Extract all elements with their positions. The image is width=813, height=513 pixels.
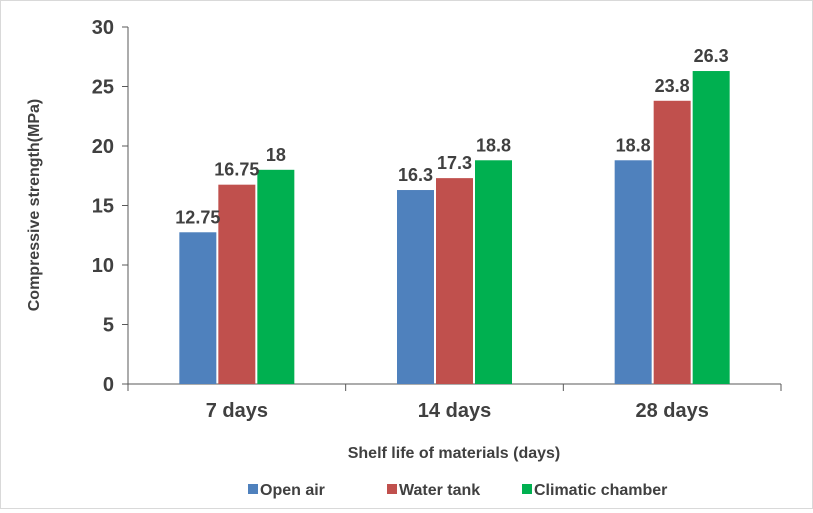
data-label: 16.3 xyxy=(398,165,433,185)
legend: Open air Water tank Climatic chamber xyxy=(248,482,667,499)
y-tick-label: 15 xyxy=(92,196,114,218)
legend-swatch xyxy=(522,484,532,494)
legend-label: Water tank xyxy=(399,482,480,499)
data-label: 23.8 xyxy=(655,76,690,96)
data-label: 18.8 xyxy=(616,135,651,155)
bars xyxy=(179,71,730,384)
y-tick-label: 10 xyxy=(92,255,114,277)
data-label: 18 xyxy=(266,145,286,165)
data-label: 18.8 xyxy=(476,135,511,155)
y-tick-label: 30 xyxy=(92,17,114,39)
x-tick-label: 7 days xyxy=(206,400,268,422)
y-tick-label: 5 xyxy=(103,315,114,337)
data-label: 26.3 xyxy=(694,46,729,66)
bar xyxy=(397,190,434,384)
legend-swatch xyxy=(387,484,397,494)
data-label: 12.75 xyxy=(175,207,220,227)
x-tick-label: 14 days xyxy=(418,400,491,422)
y-axis: 0 5 10 15 20 25 30 xyxy=(92,17,129,396)
x-axis: 7 days 14 days 28 days xyxy=(127,383,782,422)
data-label: 17.3 xyxy=(437,153,472,173)
data-labels: 12.75 16.3 18.8 16.75 17.3 23.8 18 18.8 26.3 xyxy=(175,46,728,227)
bar xyxy=(179,232,217,384)
bar xyxy=(436,178,473,384)
x-tick-label: 28 days xyxy=(635,400,708,422)
y-tick-label: 20 xyxy=(92,136,114,158)
bar xyxy=(218,184,256,384)
y-tick-label: 25 xyxy=(92,77,114,99)
legend-swatch xyxy=(248,484,258,494)
x-axis-title: Shelf life of materials (days) xyxy=(348,445,561,462)
bar xyxy=(614,160,652,384)
bar xyxy=(653,100,691,384)
y-tick-label: 0 xyxy=(103,374,114,396)
bar xyxy=(257,169,295,384)
data-label: 16.75 xyxy=(214,160,259,180)
bar xyxy=(692,71,730,384)
legend-label: Open air xyxy=(260,482,325,499)
legend-label: Climatic chamber xyxy=(534,482,667,499)
y-axis-title: Compressive strength(MPa) xyxy=(26,99,43,312)
bar xyxy=(475,160,512,384)
